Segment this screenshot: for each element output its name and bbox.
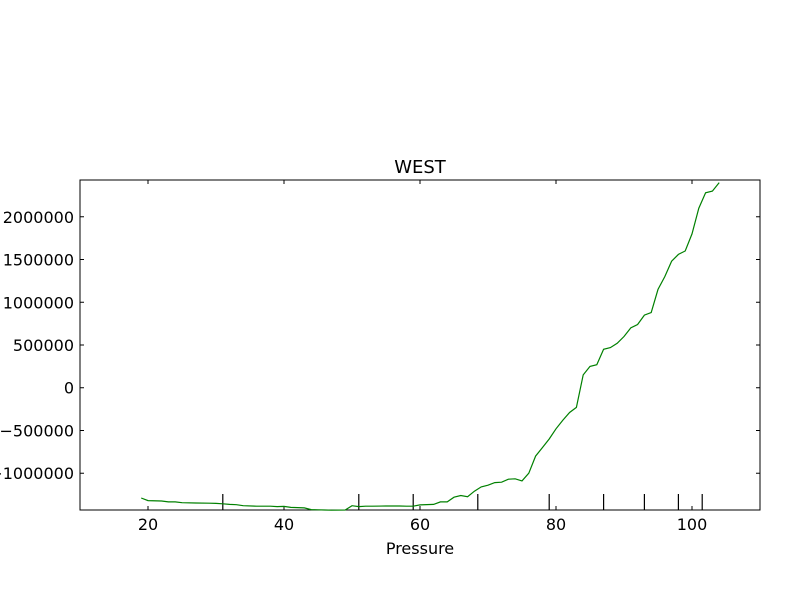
x-tick-label: 80 — [546, 515, 566, 534]
x-tick-label: 20 — [138, 515, 158, 534]
y-tick-label: 0 — [64, 379, 74, 398]
y-tick-label: 2000000 — [3, 208, 74, 227]
y-tick-label: −1000000 — [0, 464, 74, 483]
chart-title: WEST — [394, 157, 447, 178]
series-layer — [140, 182, 720, 511]
y-tick-label: 1500000 — [3, 251, 74, 270]
axis-ticks — [80, 180, 760, 510]
y-tick-label: 500000 — [13, 336, 74, 355]
x-tick-label: 100 — [677, 515, 708, 534]
y-tick-label: −500000 — [0, 421, 74, 440]
x-axis-label: Pressure — [386, 539, 454, 558]
series-line — [140, 182, 720, 511]
x-tick-label: 40 — [274, 515, 294, 534]
plot-area — [79, 179, 761, 511]
y-tick-label: 1000000 — [3, 293, 74, 312]
tick-labels: 20 40 60 80 100 2000000 1500000 1000000 500000 0 −… — [0, 208, 707, 534]
x-tick-label: 60 — [410, 515, 430, 534]
